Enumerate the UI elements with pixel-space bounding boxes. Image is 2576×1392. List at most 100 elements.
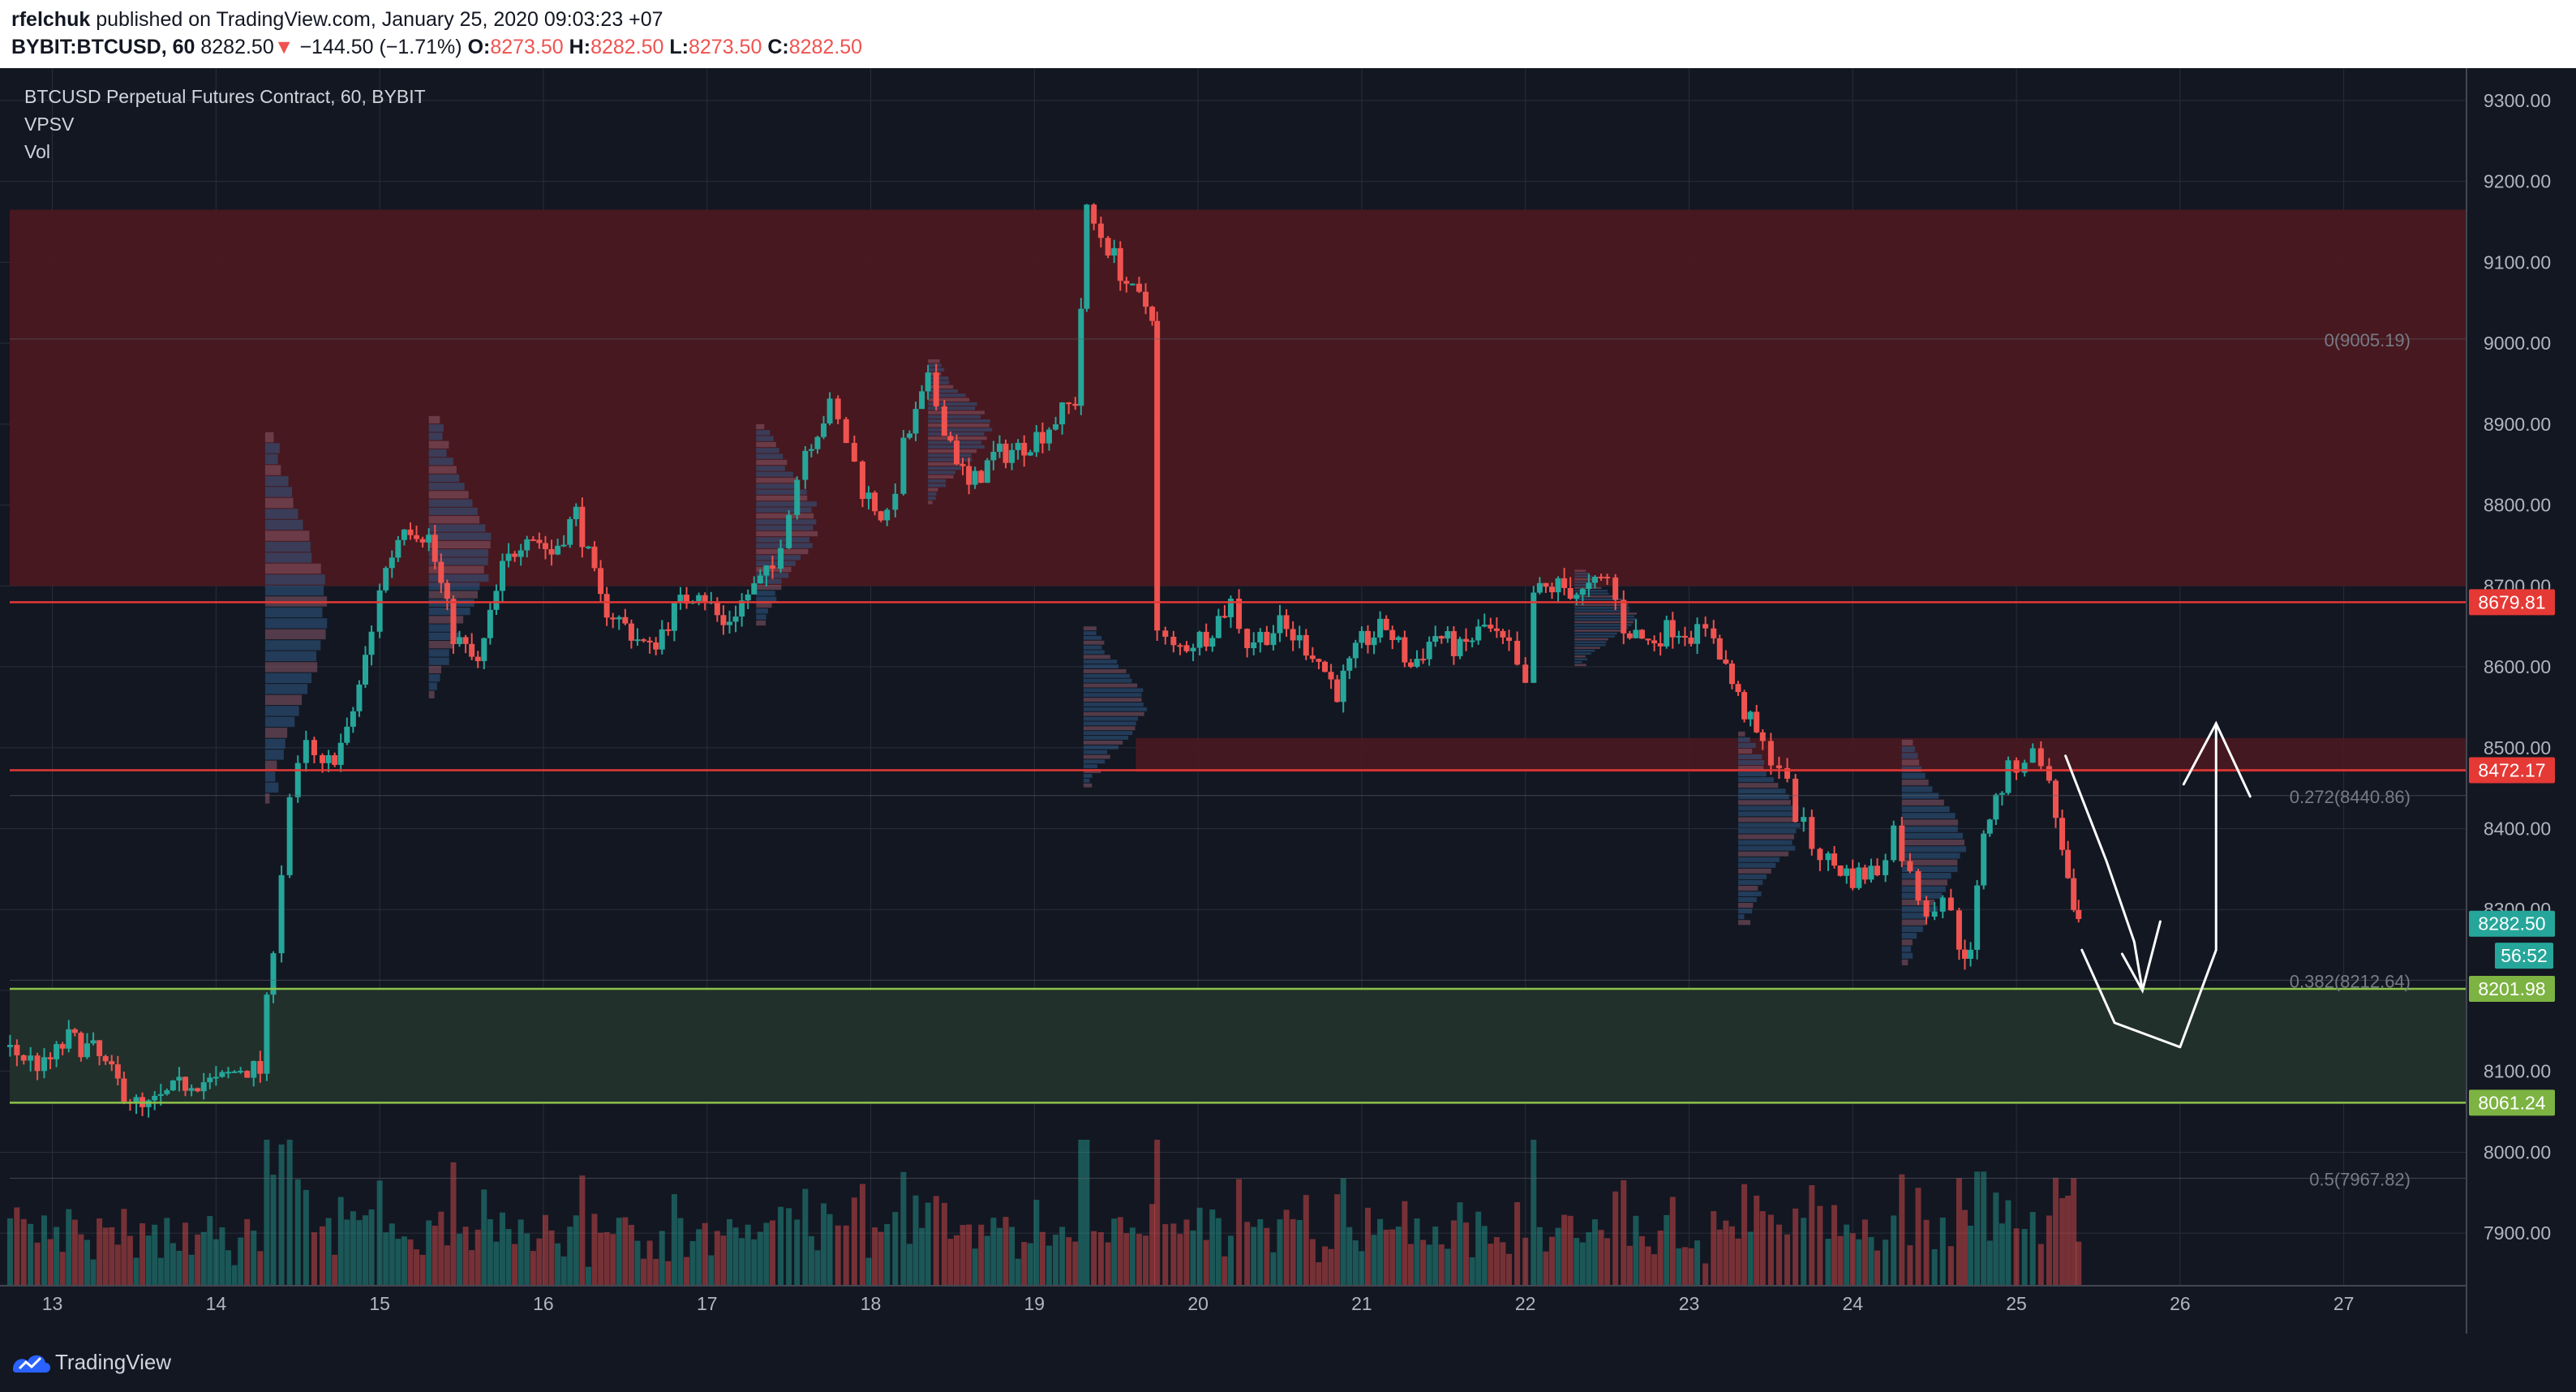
candle[interactable] [231, 1071, 238, 1073]
candle[interactable] [493, 591, 500, 610]
candle[interactable] [1322, 661, 1329, 672]
candle[interactable] [1123, 281, 1130, 284]
candle[interactable] [1481, 625, 1488, 627]
candle[interactable] [1203, 631, 1209, 647]
candle[interactable] [1548, 586, 1555, 593]
candle[interactable] [802, 450, 809, 480]
candle[interactable] [1352, 642, 1359, 659]
candle[interactable] [152, 1095, 158, 1101]
candle[interactable] [878, 511, 884, 521]
candle[interactable] [1111, 247, 1118, 256]
candle[interactable] [133, 1097, 140, 1104]
candle[interactable] [1457, 638, 1463, 656]
candle[interactable] [1221, 616, 1228, 618]
candle[interactable] [517, 550, 524, 557]
candle[interactable] [1215, 616, 1221, 638]
hand-drawn-arrow-1[interactable] [2064, 754, 2144, 992]
candle[interactable] [251, 1060, 257, 1078]
candle[interactable] [585, 546, 591, 548]
candle[interactable] [1039, 432, 1045, 444]
candle[interactable] [438, 561, 444, 583]
candle[interactable] [1856, 867, 1862, 888]
candle[interactable] [401, 529, 407, 540]
candle[interactable] [182, 1076, 189, 1091]
candle[interactable] [1716, 638, 1723, 660]
candle[interactable] [225, 1072, 231, 1074]
candle[interactable] [213, 1076, 219, 1079]
candle[interactable] [47, 1057, 54, 1059]
candle[interactable] [1612, 577, 1619, 600]
candle[interactable] [1759, 732, 1766, 741]
candle[interactable] [1303, 634, 1309, 656]
candle[interactable] [616, 617, 622, 620]
candle[interactable] [1844, 868, 1850, 876]
candle[interactable] [414, 535, 420, 539]
tradingview-brand[interactable]: TradingView [55, 1350, 172, 1374]
candle[interactable] [821, 423, 827, 437]
candle[interactable] [1694, 624, 1701, 644]
candle[interactable] [1514, 640, 1521, 665]
candle[interactable] [1488, 625, 1494, 629]
candle[interactable] [1899, 825, 1905, 861]
candle[interactable] [286, 797, 293, 875]
candle[interactable] [1784, 767, 1791, 779]
candle[interactable] [344, 726, 350, 743]
candle[interactable] [872, 492, 878, 512]
candle[interactable] [368, 631, 375, 655]
candle[interactable] [739, 600, 745, 617]
candle[interactable] [653, 642, 659, 650]
candle[interactable] [481, 638, 487, 662]
candle[interactable] [1117, 247, 1123, 281]
candle[interactable] [1177, 645, 1183, 647]
candle[interactable] [1091, 204, 1097, 224]
candle[interactable] [362, 655, 368, 685]
candle[interactable] [356, 684, 363, 711]
candle[interactable] [684, 595, 690, 604]
candle[interactable] [1741, 692, 1748, 720]
candle[interactable] [164, 1090, 170, 1094]
candle[interactable] [1809, 817, 1815, 849]
candle[interactable] [1728, 664, 1735, 685]
candle[interactable] [524, 539, 530, 551]
candle[interactable] [1702, 624, 1709, 629]
candle[interactable] [426, 535, 432, 543]
candle[interactable] [1270, 633, 1277, 646]
volume-indicator-label[interactable]: Vol [24, 141, 50, 162]
candle[interactable] [726, 621, 732, 625]
candle[interactable] [953, 440, 960, 465]
candle[interactable] [1346, 658, 1353, 671]
candle[interactable] [778, 548, 784, 569]
candle[interactable] [1956, 910, 1962, 950]
candle[interactable] [6, 1045, 13, 1047]
candle[interactable] [1923, 900, 1930, 917]
candle[interactable] [1962, 949, 1968, 959]
candle[interactable] [720, 615, 727, 625]
candle[interactable] [102, 1055, 109, 1062]
candle[interactable] [1377, 618, 1384, 638]
candle[interactable] [1711, 628, 1717, 638]
candle[interactable] [1907, 861, 1913, 871]
candle[interactable] [66, 1029, 72, 1049]
candle[interactable] [1450, 631, 1457, 656]
candle[interactable] [1316, 659, 1322, 662]
candle[interactable] [567, 519, 573, 545]
candle[interactable] [1402, 637, 1408, 663]
candle[interactable] [395, 539, 401, 558]
candle[interactable] [1567, 587, 1574, 599]
candle[interactable] [1045, 429, 1052, 444]
candle[interactable] [157, 1093, 164, 1096]
candle[interactable] [1676, 635, 1682, 638]
candle[interactable] [900, 437, 907, 494]
candle[interactable] [71, 1029, 78, 1033]
candle[interactable] [1053, 424, 1059, 430]
candle[interactable] [794, 479, 801, 515]
candle[interactable] [548, 548, 555, 555]
candle[interactable] [176, 1076, 182, 1081]
candle[interactable] [121, 1078, 127, 1102]
candle[interactable] [745, 594, 751, 601]
candle[interactable] [1009, 449, 1015, 463]
candle[interactable] [1792, 778, 1799, 823]
candle[interactable] [1066, 402, 1072, 405]
candle[interactable] [560, 544, 567, 547]
candle[interactable] [732, 617, 739, 622]
